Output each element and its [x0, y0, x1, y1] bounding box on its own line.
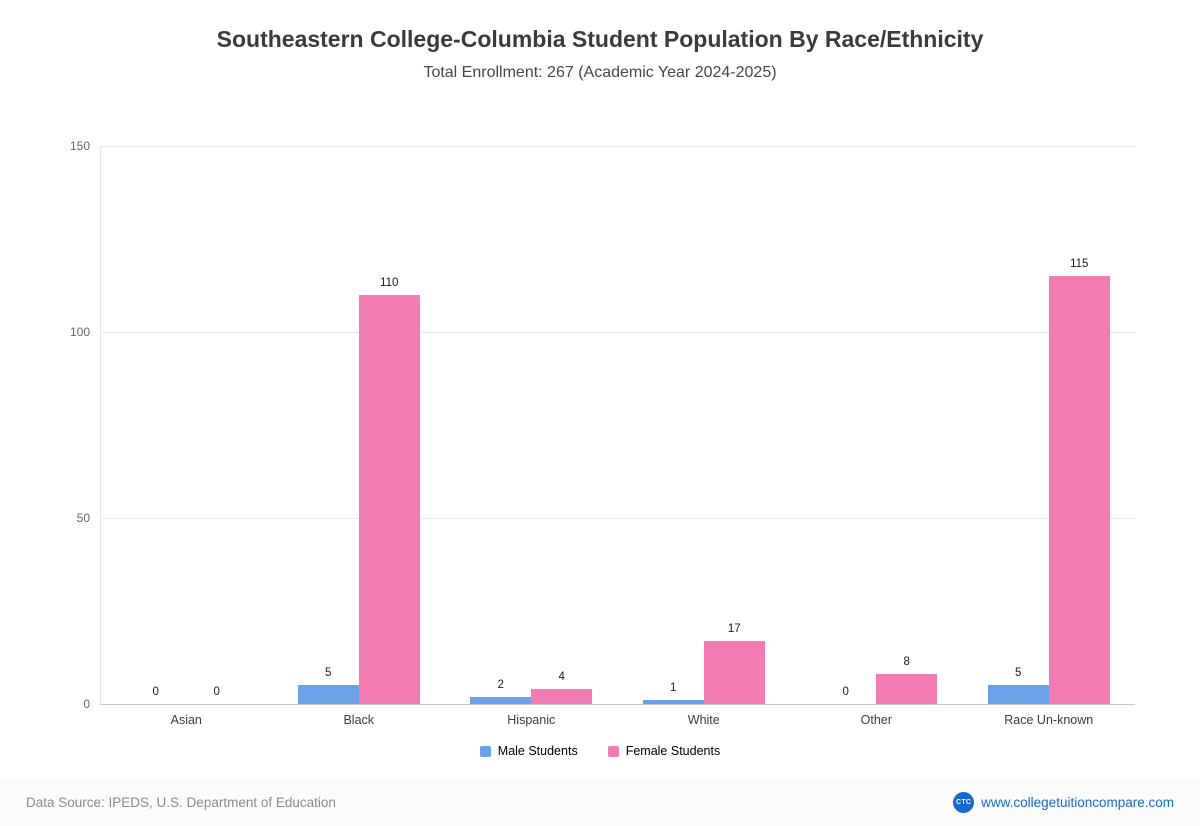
bar-chart-plot-area: 0 50 100 150 Asian 0 0 Black 5 110 Hispanic 2 4 White…	[70, 139, 1135, 727]
x-axis-label-hispanic: Hispanic	[507, 713, 556, 727]
gridline-y-50	[100, 518, 1135, 519]
value-label-female-students-other: 8	[903, 656, 910, 669]
value-label-female-students-white: 17	[727, 622, 741, 635]
bar-female-students-white	[703, 640, 765, 704]
legend-item-female-students[interactable]: Female Students	[607, 744, 721, 758]
bar-female-students-other	[876, 674, 938, 704]
chart-page: Southeastern College-Columbia Student Po…	[0, 26, 1200, 826]
value-label-male-students-other: 0	[842, 686, 849, 698]
x-axis-label-other: Other	[860, 713, 892, 727]
y-tick-label-150: 150	[69, 139, 90, 153]
legend-label-female-students: Female Students	[625, 744, 721, 758]
y-tick-label-100: 100	[69, 325, 90, 339]
website-link[interactable]: CTC www.collegetuitioncompare.com	[953, 791, 1174, 813]
value-label-female-students-hispanic: 4	[558, 671, 565, 684]
value-label-male-students-race-un-known: 5	[1015, 667, 1022, 680]
value-label-female-students-asian: 0	[213, 686, 220, 698]
value-label-female-students-race-un-known: 115	[1070, 258, 1089, 271]
legend-swatch-female-students	[607, 745, 619, 757]
chart-title: Southeastern College-Columbia Student Po…	[216, 26, 984, 52]
ctc-logo-icon: CTC	[953, 791, 975, 813]
chart-subtitle: Total Enrollment: 267 (Academic Year 202…	[423, 64, 777, 81]
x-axis-label-race-un-known: Race Un-known	[1004, 713, 1094, 727]
value-label-female-students-black: 110	[380, 276, 399, 289]
legend-label-male-students: Male Students	[497, 744, 578, 758]
y-axis-line	[100, 146, 101, 704]
y-tick-label-50: 50	[76, 511, 90, 525]
gridline-y-100	[100, 332, 1135, 333]
value-label-male-students-asian: 0	[152, 686, 159, 698]
x-axis-label-black: Black	[343, 713, 375, 727]
chart-legend: Male Students Female Students	[0, 744, 1200, 758]
bar-female-students-black	[358, 294, 420, 704]
value-label-male-students-black: 5	[325, 667, 332, 680]
legend-item-male-students[interactable]: Male Students	[479, 744, 578, 758]
bar-male-students-black	[297, 685, 359, 704]
bar-male-students-white	[642, 700, 704, 704]
value-label-male-students-white: 1	[670, 682, 677, 695]
data-source-text: Data Source: IPEDS, U.S. Department of E…	[26, 794, 336, 810]
x-axis-label-white: White	[687, 713, 720, 727]
website-url: www.collegetuitioncompare.com	[981, 794, 1174, 810]
footer: Data Source: IPEDS, U.S. Department of E…	[0, 778, 1200, 826]
legend-swatch-male-students	[479, 745, 491, 757]
bar-male-students-race-un-known	[987, 685, 1049, 704]
x-axis-label-asian: Asian	[170, 713, 202, 727]
value-label-male-students-hispanic: 2	[497, 678, 504, 691]
bar-female-students-race-un-known	[1048, 276, 1110, 704]
bar-male-students-hispanic	[470, 696, 532, 704]
gridline-y-0	[100, 704, 1135, 705]
gridline-y-150	[100, 146, 1135, 147]
bar-female-students-hispanic	[531, 689, 593, 704]
y-tick-label-0: 0	[83, 697, 90, 711]
